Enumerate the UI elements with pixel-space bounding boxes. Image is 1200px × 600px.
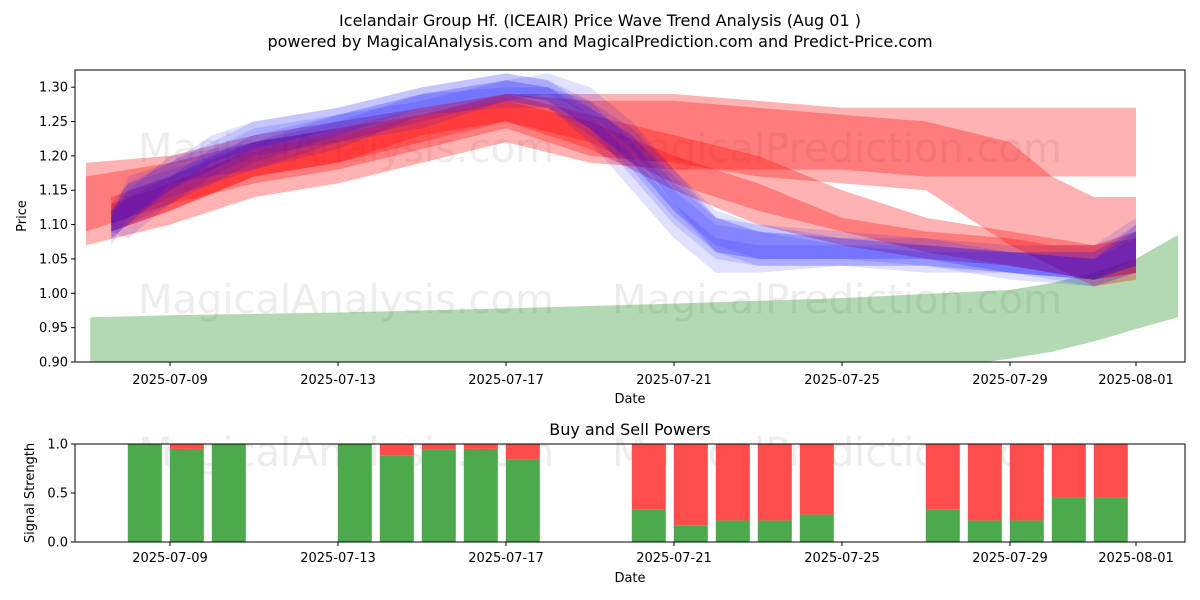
buy-bar bbox=[715, 520, 750, 542]
buy-bar bbox=[1051, 497, 1086, 542]
y-tick-label: 0.0 bbox=[47, 536, 68, 551]
sell-bar bbox=[757, 444, 792, 521]
trend-band-red bbox=[86, 94, 1136, 287]
price-plot-area bbox=[86, 73, 1178, 362]
powers-title: Buy and Sell Powers bbox=[549, 420, 711, 439]
x-tick-label: 2025-07-25 bbox=[804, 551, 880, 566]
x-tick-label: 2025-07-17 bbox=[468, 551, 544, 566]
buy-bar bbox=[169, 448, 204, 542]
buy-bar bbox=[421, 449, 456, 542]
y-tick-label: 0.5 bbox=[47, 487, 68, 502]
sell-bar bbox=[631, 444, 666, 510]
sell-bar bbox=[799, 444, 834, 515]
trend-band-red bbox=[111, 94, 1137, 280]
sell-bar bbox=[1093, 444, 1128, 498]
price-plot-frame bbox=[74, 69, 1186, 363]
buy-bar bbox=[505, 459, 540, 542]
buy-bar bbox=[925, 509, 960, 542]
buy-bar bbox=[337, 444, 372, 542]
watermark-prediction: MagicalPrediction.com bbox=[612, 126, 1062, 172]
sell-bar bbox=[505, 444, 540, 460]
y-tick-label: 1.05 bbox=[39, 252, 68, 267]
x-tick-label: 2025-07-21 bbox=[636, 373, 712, 388]
buy-bar bbox=[1093, 497, 1128, 542]
trend-band-blue bbox=[111, 80, 1137, 280]
x-tick-label: 2025-07-29 bbox=[972, 551, 1048, 566]
x-tick-label: 2025-07-09 bbox=[132, 551, 208, 566]
price-x-label: Date bbox=[614, 392, 645, 407]
sell-bar bbox=[463, 444, 498, 449]
trend-band-red bbox=[86, 94, 1136, 246]
x-tick-label: 2025-07-21 bbox=[636, 551, 712, 566]
trend-band-blue bbox=[111, 73, 1137, 280]
trend-band-red bbox=[111, 100, 1137, 280]
y-tick-label: 1.0 bbox=[47, 438, 68, 453]
trend-band-blue bbox=[111, 73, 1137, 280]
sell-bar bbox=[673, 444, 708, 526]
powers-plot-area bbox=[127, 444, 1128, 542]
x-tick-label: 2025-07-13 bbox=[300, 551, 376, 566]
y-tick-label: 1.25 bbox=[39, 115, 68, 130]
sell-bar bbox=[421, 444, 456, 450]
y-tick-label: 0.95 bbox=[39, 321, 68, 336]
buy-bar bbox=[127, 444, 162, 542]
buy-bar bbox=[211, 444, 246, 542]
buy-bar bbox=[967, 520, 1002, 542]
powers-axes: 0.0 0.5 1.0 2025-07-09 2025-07-13 2025-07-17 2… bbox=[47, 438, 1173, 567]
sell-bar bbox=[967, 444, 1002, 521]
trend-band-green bbox=[90, 234, 1178, 362]
sell-bar bbox=[1051, 444, 1086, 498]
y-tick-label: 1.15 bbox=[39, 184, 68, 199]
y-tick-label: 0.90 bbox=[39, 356, 68, 371]
top-watermarks: MagicalAnalysis.com MagicalPrediction.co… bbox=[138, 126, 1062, 323]
powers-x-label: Date bbox=[614, 571, 645, 586]
buy-bar bbox=[757, 520, 792, 542]
chart-title: Icelandair Group Hf. (ICEAIR) Price Wave… bbox=[339, 11, 861, 30]
y-tick-label: 1.30 bbox=[39, 81, 68, 96]
powers-y-label: Signal Strength bbox=[23, 443, 38, 543]
x-tick-label: 2025-08-01 bbox=[1098, 551, 1174, 566]
x-tick-label: 2025-07-29 bbox=[972, 373, 1048, 388]
chart-subtitle: powered by MagicalAnalysis.com and Magic… bbox=[267, 32, 932, 51]
x-tick-label: 2025-07-25 bbox=[804, 373, 880, 388]
trend-band-blue bbox=[111, 87, 1137, 280]
sell-bar bbox=[379, 444, 414, 456]
buy-bar bbox=[631, 509, 666, 542]
y-tick-label: 1.00 bbox=[39, 287, 68, 302]
sell-bar bbox=[1009, 444, 1044, 521]
buy-bar bbox=[463, 448, 498, 542]
buy-bar bbox=[673, 525, 708, 542]
buy-bar bbox=[1009, 520, 1044, 542]
trend-band-blue bbox=[111, 80, 1137, 287]
x-tick-label: 2025-07-13 bbox=[300, 373, 376, 388]
watermark-analysis: MagicalAnalysis.com bbox=[138, 277, 554, 323]
x-tick-label: 2025-08-01 bbox=[1098, 373, 1174, 388]
x-tick-label: 2025-07-09 bbox=[132, 373, 208, 388]
trend-band-blue bbox=[111, 73, 1137, 287]
sell-bar bbox=[169, 444, 204, 449]
watermark-analysis: MagicalAnalysis.com bbox=[138, 126, 554, 172]
buy-bar bbox=[379, 455, 414, 542]
price-y-label: Price bbox=[15, 200, 30, 232]
sell-bar bbox=[925, 444, 960, 510]
buy-bar bbox=[799, 514, 834, 542]
price-axes: 0.90 0.95 1.00 1.05 1.10 1.15 1.20 1.25 1.30 2025… bbox=[39, 81, 1174, 388]
x-tick-label: 2025-07-17 bbox=[468, 373, 544, 388]
watermark-prediction: MagicalPrediction.com bbox=[612, 277, 1062, 323]
y-tick-label: 1.10 bbox=[39, 218, 68, 233]
sell-bar bbox=[715, 444, 750, 521]
y-tick-label: 1.20 bbox=[39, 149, 68, 164]
